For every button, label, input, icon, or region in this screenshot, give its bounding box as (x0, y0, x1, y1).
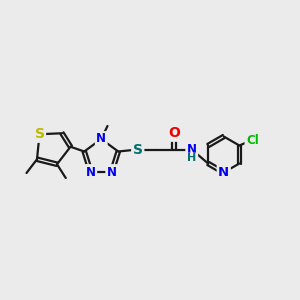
Text: N: N (86, 166, 96, 178)
Text: N: N (96, 133, 106, 146)
Text: O: O (168, 126, 180, 140)
Text: Cl: Cl (246, 134, 259, 146)
Text: N: N (187, 143, 197, 156)
Text: S: S (34, 127, 44, 141)
Text: N: N (107, 166, 117, 178)
Text: H: H (187, 153, 196, 163)
Text: S: S (133, 142, 143, 157)
Text: N: N (218, 166, 229, 179)
